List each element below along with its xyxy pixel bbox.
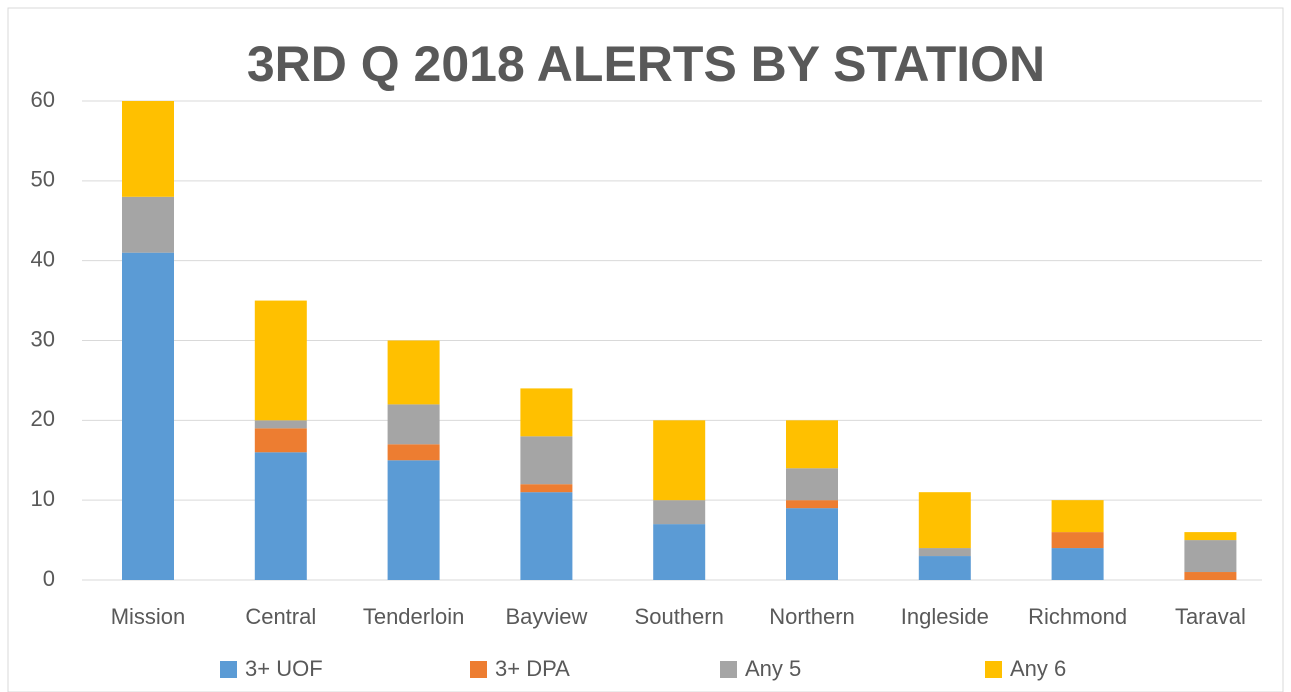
bar-segment	[254, 420, 307, 429]
bar-segment	[1184, 532, 1237, 541]
bar-segment	[1051, 500, 1104, 533]
y-tick-label: 30	[31, 326, 55, 351]
bar-segment	[122, 196, 174, 253]
bar-segment	[653, 524, 706, 580]
x-tick-label: Tenderloin	[363, 604, 465, 629]
bar-segment	[1051, 548, 1104, 580]
x-tick-label: Mission	[111, 604, 186, 629]
bar-segment	[387, 404, 440, 445]
bar-segment	[1184, 572, 1237, 580]
bar-segment	[653, 500, 706, 525]
bar-segment	[520, 436, 573, 485]
bar-segment	[520, 492, 573, 580]
bar-segment	[387, 460, 440, 580]
bar-segment	[254, 300, 307, 421]
y-tick-label: 0	[43, 566, 55, 591]
bar-segment	[387, 444, 440, 461]
x-tick-label: Ingleside	[901, 604, 989, 629]
legend-swatch	[720, 661, 737, 678]
bar-segment	[122, 101, 174, 197]
bar-segment	[786, 508, 838, 580]
x-tick-label: Taraval	[1175, 604, 1246, 629]
x-tick-label: Southern	[635, 604, 724, 629]
legend-label: Any 6	[1010, 656, 1066, 681]
chart-border	[7, 7, 1284, 692]
bar-segment	[122, 252, 174, 580]
y-tick-label: 60	[31, 87, 55, 112]
bar-segment	[254, 452, 307, 580]
bar-segment	[786, 500, 838, 509]
legend-label: 3+ DPA	[495, 656, 570, 681]
bar-segment	[918, 548, 971, 557]
bar-segment	[520, 484, 573, 493]
y-tick-label: 40	[31, 246, 55, 271]
bar-segment	[1184, 540, 1237, 573]
chart-title: 3RD Q 2018 ALERTS BY STATION	[247, 36, 1045, 92]
bar-segment	[918, 556, 971, 580]
bar-segment	[387, 340, 440, 405]
y-tick-label: 20	[31, 406, 55, 431]
bar-segment	[918, 492, 971, 549]
y-tick-label: 50	[31, 167, 55, 192]
bar-segment	[1051, 532, 1104, 549]
legend-swatch	[470, 661, 487, 678]
legend-swatch	[220, 661, 237, 678]
legend-label: Any 5	[745, 656, 801, 681]
bar-segment	[520, 388, 573, 437]
y-tick-label: 10	[31, 486, 55, 511]
bar-segment	[653, 420, 706, 501]
x-tick-label: Northern	[769, 604, 855, 629]
legend-swatch	[985, 661, 1002, 678]
x-tick-label: Central	[245, 604, 316, 629]
x-tick-label: Richmond	[1028, 604, 1127, 629]
bar-segment	[786, 420, 838, 469]
x-tick-label: Bayview	[505, 604, 587, 629]
bar-segment	[786, 468, 838, 501]
legend-label: 3+ UOF	[245, 656, 323, 681]
bar-segment	[254, 428, 307, 453]
